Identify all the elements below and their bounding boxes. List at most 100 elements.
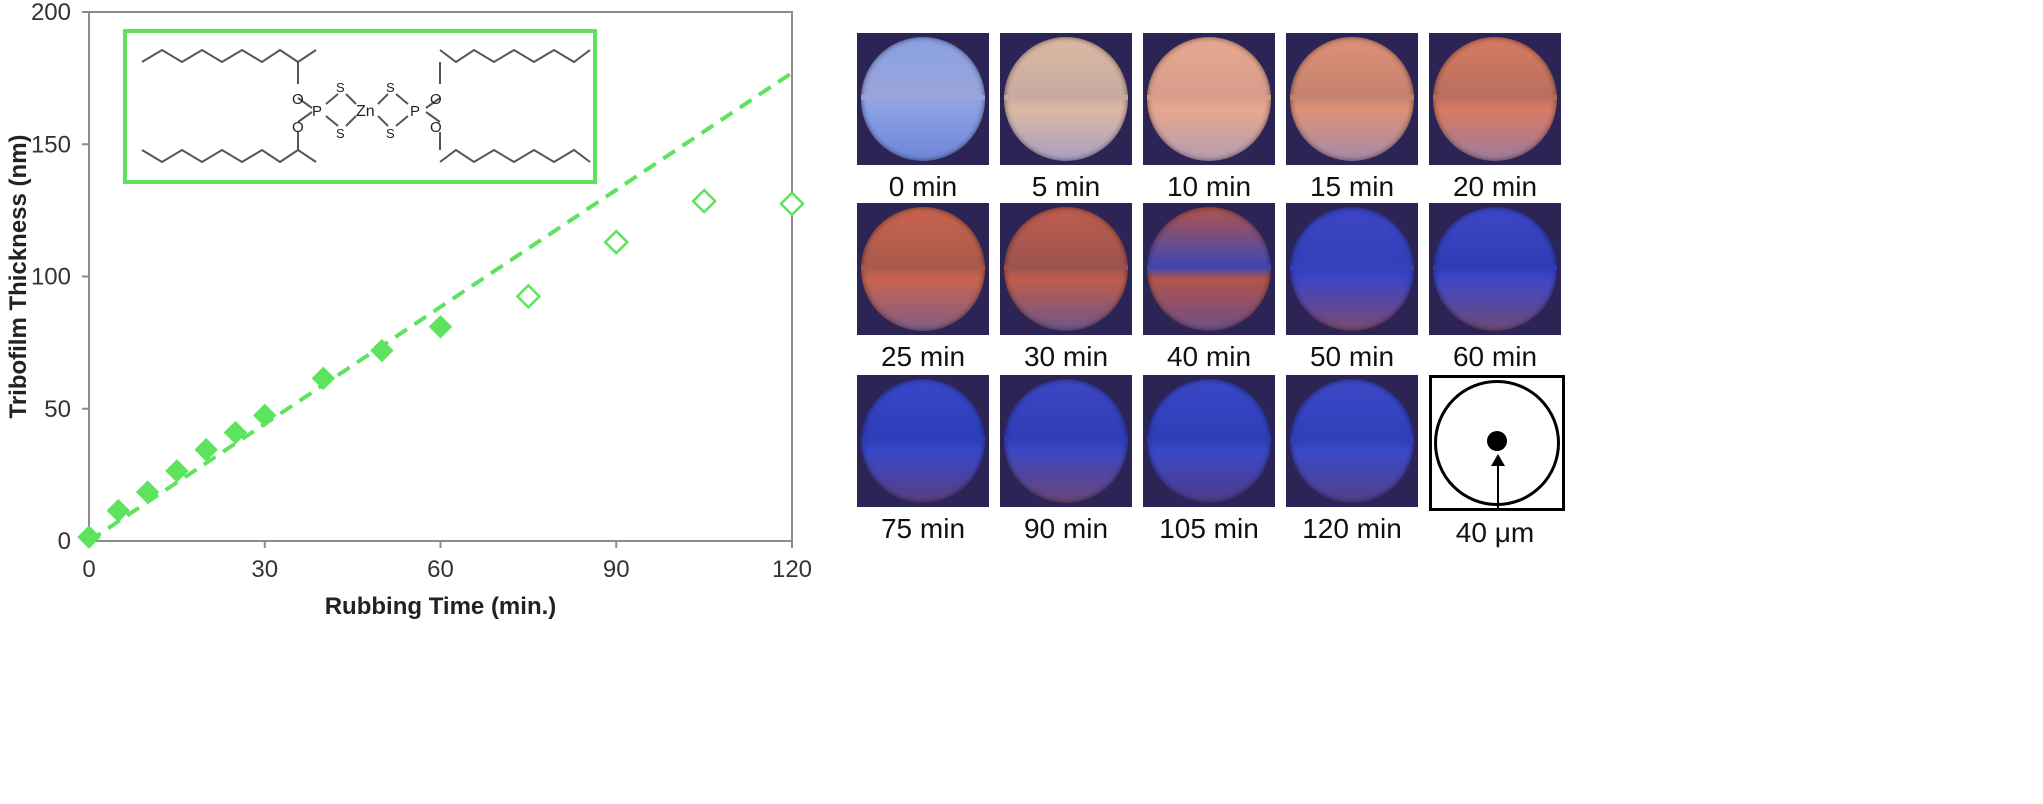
atom-p-2: P — [410, 103, 420, 120]
data-point-open — [779, 190, 805, 217]
data-point-filled — [77, 525, 101, 549]
atom-s-4: S — [386, 126, 395, 141]
x-tick-label: 120 — [772, 556, 812, 583]
wear-track-streak — [861, 95, 985, 100]
atom-zn: Zn — [356, 103, 375, 120]
data-point-open — [691, 188, 717, 214]
alkyl-chains — [141, 48, 591, 164]
tribofilm-image-cell: 20 min — [1429, 33, 1601, 203]
y-tick-label: 150 — [31, 131, 71, 158]
molecule-border — [123, 29, 597, 184]
tribofilm-image-cell: 0 min — [857, 33, 1029, 203]
wear-scar-image — [1000, 375, 1132, 507]
data-point-filled — [223, 420, 248, 445]
image-caption: 15 min — [1309, 171, 1395, 202]
data-point-filled — [311, 366, 336, 391]
image-caption: 50 min — [1309, 341, 1395, 372]
image-caption: 30 min — [1023, 341, 1109, 372]
data-point-filled — [165, 459, 189, 483]
wear-scar-image — [1286, 203, 1418, 335]
wear-scar-image — [1000, 203, 1132, 335]
wear-track-streak — [1290, 95, 1414, 100]
tribofilm-image-cell: 105 min — [1143, 375, 1315, 545]
x-tick-label: 60 — [427, 556, 454, 583]
tribofilm-image-cell: 50 min — [1286, 203, 1458, 373]
scale-reference-cell: 40 μm — [1429, 375, 1601, 549]
tribofilm-image-cell: 40 min — [1143, 203, 1315, 373]
tribofilm-image-cell: 10 min — [1143, 33, 1315, 203]
data-point-filled — [428, 315, 453, 339]
wear-track-streak — [1147, 95, 1271, 100]
y-axis-title: Tribofilm Thickness (nm) — [5, 134, 32, 418]
image-caption: 5 min — [1031, 171, 1101, 202]
tribofilm-image-cell: 90 min — [1000, 375, 1172, 545]
image-caption: 120 min — [1302, 513, 1402, 544]
image-caption: 10 min — [1166, 171, 1252, 202]
y-tick-label: 100 — [31, 264, 71, 291]
image-caption: 20 min — [1452, 171, 1538, 202]
atom-o-1: O — [292, 91, 304, 108]
x-tick-label: 30 — [251, 556, 278, 583]
wear-track-streak — [1147, 437, 1271, 442]
wear-scar-image — [1286, 375, 1418, 507]
wear-scar-image — [857, 375, 989, 507]
scale-caption: 40 μm — [1455, 517, 1535, 548]
wear-scar-image — [857, 33, 989, 165]
data-point-filled — [370, 338, 394, 363]
wear-track-streak — [861, 265, 985, 270]
wear-scar-image — [1429, 33, 1561, 165]
chart-tick-labels: 0 30 60 90 120 0 50 100 150 200 — [31, 0, 812, 583]
atom-p-1: P — [312, 103, 322, 120]
atom-s-1: S — [336, 80, 345, 95]
wear-track-streak — [1004, 95, 1128, 100]
atom-o-3: O — [430, 91, 442, 108]
wear-track-streak — [1004, 265, 1128, 270]
image-caption: 40 min — [1166, 341, 1252, 372]
scale-arrow-shaft — [1497, 464, 1499, 508]
scale-reference-box — [1429, 375, 1565, 511]
y-tick-label: 200 — [31, 0, 71, 26]
wear-scar-image — [1143, 33, 1275, 165]
chart-marks — [77, 71, 805, 549]
scale-arrow-head — [1491, 454, 1505, 466]
wear-track-streak — [1290, 437, 1414, 442]
image-caption: 60 min — [1452, 341, 1538, 372]
image-caption: 75 min — [880, 513, 966, 544]
scale-dot — [1487, 431, 1507, 451]
data-point-filled — [106, 498, 130, 523]
image-caption: 90 min — [1023, 513, 1109, 544]
atom-s-3: S — [386, 80, 395, 95]
wear-track-streak — [1433, 95, 1557, 100]
scatter-chart: 0 30 60 90 120 0 50 100 150 200 Rubbing Time (min… — [5, 0, 812, 620]
wear-track-streak — [1004, 437, 1128, 442]
data-point-filled — [194, 438, 218, 462]
molecule-structure-inset: O O P S S Zn S S P O O — [123, 29, 597, 184]
tribofilm-image-grid: 0 min 5 min 10 min 15 min 20 min 25 min 30 min… — [857, 33, 1772, 733]
x-axis-title: Rubbing Time (min.) — [325, 593, 557, 620]
x-tick-label: 0 — [82, 556, 95, 583]
wear-scar-image — [1286, 33, 1418, 165]
data-point-open — [515, 283, 542, 310]
wear-scar-image — [857, 203, 989, 335]
wear-track-streak — [1433, 265, 1557, 270]
y-tick-label: 50 — [44, 396, 71, 423]
image-caption: 25 min — [880, 341, 966, 372]
tribofilm-image-cell: 15 min — [1286, 33, 1458, 203]
tribofilm-image-cell: 120 min — [1286, 375, 1458, 545]
trend-line — [87, 71, 794, 543]
tribofilm-image-cell: 5 min — [1000, 33, 1172, 203]
data-point-filled — [135, 480, 160, 504]
data-point-filled — [253, 403, 277, 428]
wear-track-streak — [1290, 265, 1414, 270]
x-tick-label: 90 — [603, 556, 630, 583]
wear-scar-image — [1143, 375, 1275, 507]
image-caption: 105 min — [1159, 513, 1259, 544]
tribofilm-image-cell: 30 min — [1000, 203, 1172, 373]
tribofilm-image-cell: 25 min — [857, 203, 1029, 373]
atom-s-2: S — [336, 126, 345, 141]
y-tick-label: 0 — [58, 528, 71, 555]
wear-scar-image — [1000, 33, 1132, 165]
image-caption: 0 min — [888, 171, 958, 202]
atom-o-2: O — [292, 119, 304, 136]
wear-scar-image — [1143, 203, 1275, 335]
